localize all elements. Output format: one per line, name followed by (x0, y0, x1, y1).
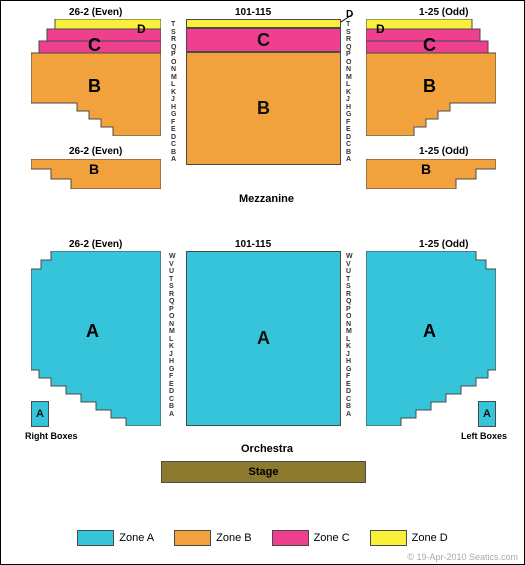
mezz-lower-right-b (366, 159, 496, 189)
mezz-lower-left-header: 26-2 (Even) (69, 146, 122, 157)
legend-label-a: Zone A (119, 532, 154, 544)
mezz-center-b: B (186, 52, 341, 165)
left-boxes-a: A (478, 401, 496, 427)
left-boxes-label: Left Boxes (461, 431, 507, 441)
legend-zone-b: Zone B (174, 530, 251, 546)
mezz-center-d (186, 19, 341, 28)
stage: Stage (161, 461, 366, 483)
orch-left-header: 26-2 (Even) (69, 239, 122, 250)
right-boxes-label: Right Boxes (25, 431, 78, 441)
credit-text: © 19-Apr-2010 Seatics.com (407, 552, 518, 562)
legend-label-d: Zone D (412, 532, 448, 544)
orch-right-header: 1-25 (Odd) (419, 239, 468, 250)
orch-center-header: 101-115 (235, 239, 271, 250)
mezz-center-header: 101-115 (235, 7, 271, 18)
mezz-left-wing (31, 19, 161, 136)
legend-zone-a: Zone A (77, 530, 154, 546)
legend-swatch-a (77, 530, 114, 546)
right-boxes-a: A (31, 401, 49, 427)
legend-zone-c: Zone C (272, 530, 350, 546)
mezz-center-c: C (186, 28, 341, 52)
legend-swatch-d (370, 530, 407, 546)
orch-title: Orchestra (241, 443, 293, 455)
mezz-right-wing (366, 19, 496, 136)
mezz-right-header: 1-25 (Odd) (419, 7, 468, 18)
mezz-title: Mezzanine (239, 193, 294, 205)
orch-left-wing (31, 251, 161, 426)
legend-zone-d: Zone D (370, 530, 448, 546)
legend-swatch-c (272, 530, 309, 546)
mezz-lower-left-b (31, 159, 161, 189)
mezz-left-header: 26-2 (Even) (69, 7, 122, 18)
mezz-rows-right: TSRQPONMLKJHGFEDCBA (346, 21, 352, 164)
legend-label-b: Zone B (216, 532, 251, 544)
orch-rows-right: WVUTSRQPONMLKJHGFEDCBA (346, 253, 353, 418)
orch-right-wing (366, 251, 496, 426)
legend: Zone A Zone B Zone C Zone D (1, 530, 524, 546)
seating-chart: 26-2 (Even) 101-115 D 1-25 (Odd) D C B C… (0, 0, 525, 565)
mezz-rows-left: TSRQPONMLKJHGFEDCBA (171, 21, 177, 164)
mezz-lower-right-header: 1-25 (Odd) (419, 146, 468, 157)
orch-rows-left: WVUTSRQPONMLKJHGFEDCBA (169, 253, 176, 418)
legend-swatch-b (174, 530, 211, 546)
orch-center-a: A (186, 251, 341, 426)
legend-label-c: Zone C (314, 532, 350, 544)
